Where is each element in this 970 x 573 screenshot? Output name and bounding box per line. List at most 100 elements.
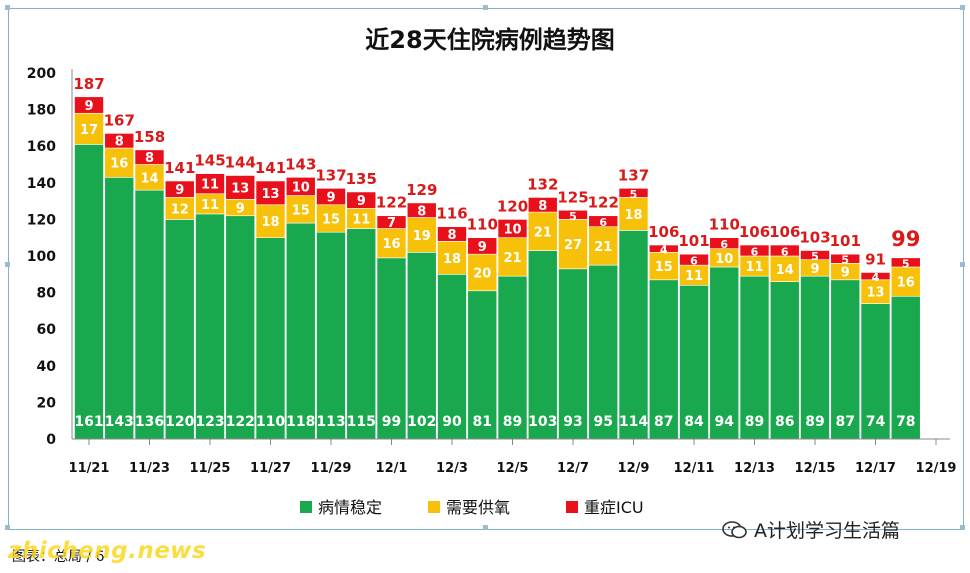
resize-handle-bottom[interactable] xyxy=(483,525,488,530)
bar-segment xyxy=(376,228,407,259)
bar-segment xyxy=(890,257,921,268)
y-tick-label: 60 xyxy=(37,322,57,338)
bar-segment xyxy=(558,219,588,270)
segment-value-label: 78 xyxy=(896,414,915,430)
bar-segment xyxy=(195,213,225,440)
segment-value-label: 11 xyxy=(352,212,370,227)
segment-value-label: 114 xyxy=(619,414,648,430)
segment-value-label: 4 xyxy=(872,271,880,284)
bar-segment xyxy=(769,255,800,282)
segment-value-label: 9 xyxy=(810,262,819,277)
legend-swatch xyxy=(566,501,578,513)
resize-handle-top-right[interactable] xyxy=(960,5,965,10)
resize-handle-top[interactable] xyxy=(483,5,488,10)
bar-segment xyxy=(164,219,195,440)
segment-value-label: 94 xyxy=(715,414,735,430)
segment-value-label: 9 xyxy=(841,266,850,281)
segment-value-label: 7 xyxy=(387,216,396,231)
segment-value-label: 9 xyxy=(357,194,366,209)
y-tick-label: 80 xyxy=(37,286,57,302)
bar-segment xyxy=(376,257,407,440)
segment-value-label: 18 xyxy=(261,215,279,230)
bar-segment xyxy=(134,189,165,440)
segment-value-label: 9 xyxy=(326,191,335,206)
segment-value-label: 87 xyxy=(654,414,673,430)
resize-handle-left[interactable] xyxy=(5,262,10,267)
resize-handle-top-left[interactable] xyxy=(5,5,10,10)
segment-value-label: 99 xyxy=(382,414,401,430)
segment-value-label: 4 xyxy=(660,244,668,257)
wechat-account: A计划学习生活篇 xyxy=(722,516,900,543)
segment-value-label: 118 xyxy=(286,414,315,430)
segment-value-label: 122 xyxy=(226,414,255,430)
y-tick-label: 160 xyxy=(27,139,56,155)
bar-segment xyxy=(195,173,225,195)
y-tick-label: 200 xyxy=(27,66,56,82)
segment-value-label: 115 xyxy=(347,414,376,430)
bar-total-label: 143 xyxy=(285,155,316,173)
bar-segment xyxy=(467,253,498,292)
segment-value-label: 161 xyxy=(74,414,103,430)
segment-value-label: 15 xyxy=(655,260,673,275)
bar-segment xyxy=(74,144,104,440)
bar-segment xyxy=(800,250,830,260)
segment-value-label: 102 xyxy=(407,414,436,430)
x-tick-label: 12/9 xyxy=(618,461,650,476)
bar-segment xyxy=(739,244,770,257)
bar-segment xyxy=(255,180,286,206)
y-tick-label: 180 xyxy=(27,103,56,119)
segment-value-label: 11 xyxy=(201,198,219,213)
bar-total-label: 99 xyxy=(891,227,920,251)
segment-value-label: 13 xyxy=(261,187,279,202)
bar-segment xyxy=(588,215,619,228)
bar-segment xyxy=(316,231,346,440)
bar-segment xyxy=(527,211,558,251)
x-tick-label: 11/25 xyxy=(190,461,231,476)
bar-total-label: 120 xyxy=(497,197,528,215)
bar-segment xyxy=(467,237,498,255)
bar-segment xyxy=(437,226,467,242)
resize-handle-bottom-left[interactable] xyxy=(5,525,10,530)
bar-segment xyxy=(830,253,861,264)
source-caption: 图表：总局 / 6 xyxy=(12,549,105,565)
bar-total-label: 91 xyxy=(865,250,886,268)
bar-segment xyxy=(134,164,165,191)
bar-segment xyxy=(709,237,740,249)
segment-value-label: 90 xyxy=(442,414,462,430)
segment-value-label: 123 xyxy=(195,414,224,430)
bar-segment xyxy=(830,279,861,440)
legend-swatch xyxy=(428,501,440,513)
wechat-account-name: A计划学习生活篇 xyxy=(754,520,900,542)
bar-segment xyxy=(497,275,528,440)
y-tick-label: 100 xyxy=(27,249,56,265)
bar-segment xyxy=(437,241,467,275)
bar-segment xyxy=(406,217,437,253)
segment-value-label: 21 xyxy=(503,251,521,266)
segment-value-label: 16 xyxy=(382,237,400,252)
bar-segment xyxy=(164,180,195,198)
y-tick-label: 120 xyxy=(27,212,56,228)
segment-value-label: 6 xyxy=(720,238,728,251)
bar-total-label: 125 xyxy=(557,188,588,206)
bar-segment xyxy=(74,96,104,114)
bar-total-label: 137 xyxy=(315,166,346,184)
bar-segment xyxy=(588,264,619,440)
bar-segment xyxy=(618,197,649,231)
resize-handle-right[interactable] xyxy=(960,262,965,267)
x-tick-label: 11/27 xyxy=(250,461,291,476)
segment-value-label: 11 xyxy=(201,178,219,193)
bar-segment xyxy=(497,219,528,238)
x-tick-label: 12/17 xyxy=(855,461,896,476)
segment-value-label: 89 xyxy=(745,414,764,430)
x-tick-label: 12/7 xyxy=(557,461,589,476)
segment-value-label: 8 xyxy=(115,135,124,150)
y-tick-label: 20 xyxy=(37,395,57,411)
y-tick-label: 40 xyxy=(37,359,57,375)
segment-value-label: 18 xyxy=(624,208,642,223)
bar-segment xyxy=(104,147,135,178)
resize-handle-bottom-right[interactable] xyxy=(960,525,965,530)
segment-value-label: 10 xyxy=(715,252,733,267)
bar-segment xyxy=(285,177,316,196)
bar-segment xyxy=(134,149,165,165)
x-tick-label: 11/23 xyxy=(129,461,170,476)
